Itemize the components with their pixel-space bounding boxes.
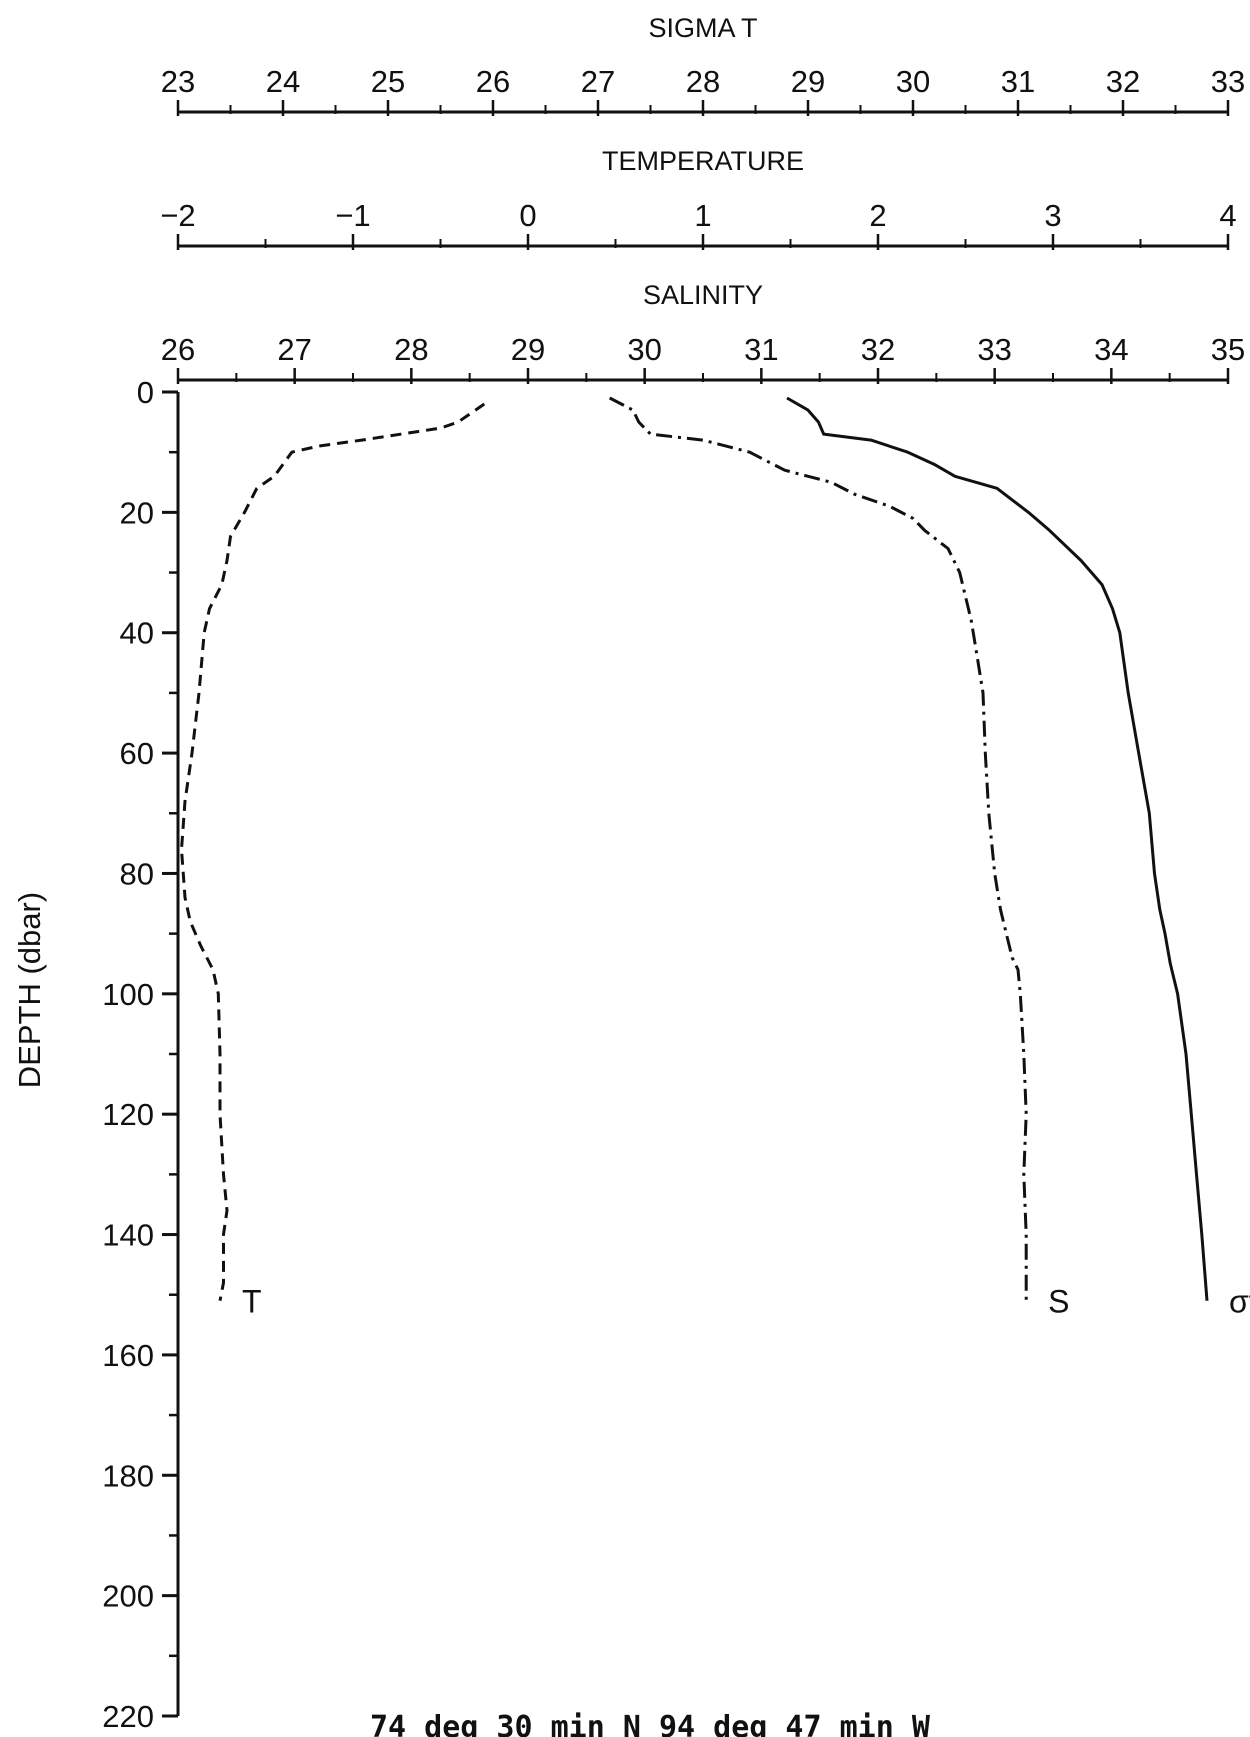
depth-axis: 0 20 40 60 80 100 120 140 160 180 200 220 — [102, 375, 180, 1734]
series-salinity-line — [609, 396, 1028, 1301]
depth-tick-label: 160 — [102, 1338, 154, 1373]
temperature-tick-label: −1 — [335, 198, 370, 233]
sigma-tick-label: 31 — [1001, 64, 1035, 99]
temperature-tick-label: −2 — [160, 198, 195, 233]
depth-tick-label: 0 — [137, 375, 154, 410]
depth-tick-label: 80 — [120, 856, 154, 891]
sigma-tick-label: 30 — [896, 64, 930, 99]
sigma-tick-label: 28 — [686, 64, 720, 99]
sigma-tick-label: 32 — [1106, 64, 1140, 99]
depth-tick-label: 20 — [120, 495, 154, 530]
series-temperature-line — [180, 402, 486, 1301]
depth-tick-label: 200 — [102, 1579, 154, 1614]
salinity-tick-label: 26 — [161, 332, 195, 367]
sigma-tick-label: 27 — [581, 64, 615, 99]
depth-tick-label: 140 — [102, 1218, 154, 1253]
salinity-tick-label: 32 — [861, 332, 895, 367]
temperature-tick-label: 2 — [869, 198, 886, 233]
salinity-tick-label: 35 — [1211, 332, 1245, 367]
depth-tick-label: 40 — [120, 616, 154, 651]
salinity-tick-label: 28 — [394, 332, 428, 367]
depth-axis-label: DEPTH (dbar) — [12, 892, 47, 1088]
series-sigma-line — [786, 396, 1209, 1301]
temperature-tick-label: 4 — [1219, 198, 1236, 233]
salinity-axis-title: SALINITY — [643, 280, 763, 310]
depth-tick-label: 60 — [120, 736, 154, 771]
temperature-tick-label: 1 — [694, 198, 711, 233]
depth-tick-label: 120 — [102, 1097, 154, 1132]
salinity-tick-label: 30 — [627, 332, 661, 367]
top-axes: SIGMA T23 24 25 26 27 28 29 30 31 32 33TEMPERATURE… — [160, 13, 1245, 384]
station-position-text: 74 deg 30 min N 94 deg 47 min W — [370, 1710, 931, 1737]
depth-tick-label: 100 — [102, 977, 154, 1012]
sigma-tick-label: 33 — [1211, 64, 1245, 99]
sigma-tick-label: 29 — [791, 64, 825, 99]
salinity-tick-label: 29 — [511, 332, 545, 367]
sigma-tick-label: 24 — [266, 64, 300, 99]
sigma-tick-label: 23 — [161, 64, 195, 99]
series-salinity-label: S — [1048, 1284, 1069, 1320]
temperature-tick-label: 0 — [519, 198, 536, 233]
series-temperature-label: T — [242, 1284, 262, 1320]
temperature-axis-title: TEMPERATURE — [602, 146, 804, 176]
salinity-tick-label: 27 — [277, 332, 311, 367]
salinity-axis: SALINITY 26 27 28 29 30 31 32 33 34 35 — [161, 280, 1245, 384]
salinity-tick-label: 33 — [977, 332, 1011, 367]
sigma-tick-label: 25 — [371, 64, 405, 99]
sigma-axis: SIGMA T 23 24 25 26 27 28 29 30 31 32 33 — [161, 13, 1245, 116]
salinity-tick-label: 34 — [1094, 332, 1128, 367]
depth-tick-label: 220 — [102, 1699, 154, 1734]
depth-tick-label: 180 — [102, 1458, 154, 1493]
series-layer: T Sσt — [180, 396, 1250, 1320]
sigma-tick-label: 26 — [476, 64, 510, 99]
series-sigma-label: σt — [1229, 1284, 1250, 1320]
sigma-axis-title: SIGMA T — [648, 13, 757, 43]
temperature-tick-label: 3 — [1044, 198, 1061, 233]
temperature-axis: TEMPERATURE −2 −1 0 1 2 3 4 — [160, 146, 1237, 250]
salinity-tick-label: 31 — [744, 332, 778, 367]
